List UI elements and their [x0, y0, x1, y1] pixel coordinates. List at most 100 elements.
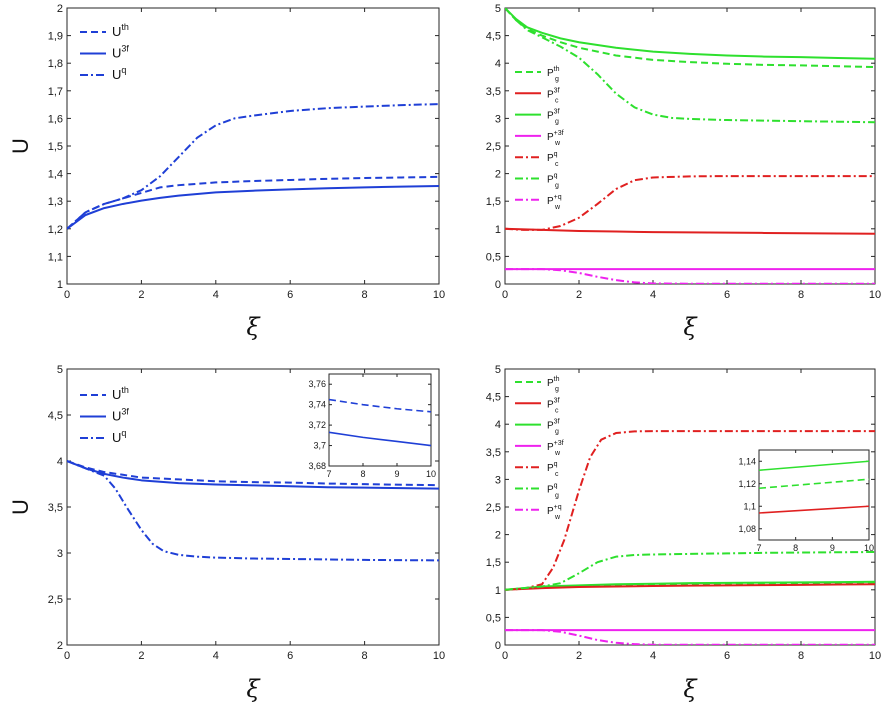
bl-xtick-label: 8 [362, 650, 368, 662]
br-inset-frame [758, 449, 870, 541]
bl-inset-xtick-label: 7 [326, 469, 331, 479]
bl-series-u-th [67, 460, 439, 487]
tl-y-axis-label: U [8, 138, 33, 154]
br-xtick-label: 6 [724, 650, 730, 662]
tl-legend: Uth U3f Uq [80, 22, 129, 82]
tr-legend-label: Pth g [547, 66, 560, 83]
bl-ytick-label: 5 [57, 364, 63, 376]
chart-br: 0 2 4 6 8 10 0 0,5 1 1,5 2 2,5 3 3,5 4 4,5 5 ξ Pth g P3f c P3f… [486, 364, 881, 703]
br-xtick-label: 8 [798, 650, 804, 662]
bl-plot-area [67, 460, 439, 562]
tr-series-p-g-3f [505, 8, 875, 60]
tl-ytick-label: 1,5 [48, 141, 63, 153]
br-xtick-label: 10 [869, 650, 881, 662]
bl-xtick-label: 0 [64, 650, 70, 662]
bl-legend-label: Uth [112, 385, 129, 402]
tr-ytick-label: 5 [495, 3, 501, 15]
tr-ytick-label: 2 [495, 169, 501, 181]
chart-tr: 0 2 4 6 8 10 0 0,5 1 1,5 2 2,5 3 3,5 4 4,5 5 ξ Pth g P3f c P3f… [486, 3, 881, 341]
br-plot-area [505, 430, 875, 645]
tr-plot-area [505, 8, 875, 284]
tl-x-axis-label: ξ [246, 313, 261, 341]
tr-ytick-label: 3,5 [486, 86, 501, 98]
tr-xtick-label: 0 [502, 289, 508, 301]
bl-legend: Uth U3f Uq [80, 385, 129, 445]
tl-series-u-3f [67, 185, 439, 230]
bl-series-u-3f [67, 460, 439, 490]
tr-legend: Pth g P3f c P3f g P+3f w Pq c Pq g P+q w [515, 66, 564, 211]
tr-frame [504, 7, 876, 285]
tr-ytick-label: 1 [495, 224, 501, 236]
br-ytick-label: 0,5 [486, 612, 501, 624]
br-inset-xtick-label: 10 [864, 543, 874, 553]
br-ytick-label: 0 [495, 640, 501, 652]
br-inset-plot-area [759, 460, 869, 514]
br-ytick-label: 3,5 [486, 447, 501, 459]
bl-xtick-label: 10 [433, 650, 445, 662]
tl-xtick-label: 10 [433, 289, 445, 301]
br-xtick-label: 4 [650, 650, 656, 662]
bl-inset-series-u-th [329, 398, 431, 413]
br-inset-xtick-label: 7 [756, 543, 761, 553]
bl-inset-ytick-label: 3,68 [308, 461, 326, 471]
tl-xtick-label: 2 [138, 289, 144, 301]
bl-inset-ytick-label: 3,74 [308, 400, 326, 410]
tl-ytick-label: 1,8 [48, 58, 63, 70]
tr-series-p-g-q [505, 8, 875, 124]
tr-legend-label: P+3f w [547, 130, 564, 147]
tr-xtick-label: 8 [798, 289, 804, 301]
br-legend-label: Pq g [547, 483, 559, 500]
br-legend: Pth g P3f c P3f g P+3f w Pq c Pq g P+q w [515, 376, 564, 521]
bl-xtick-label: 2 [138, 650, 144, 662]
bl-inset-frame [328, 373, 432, 467]
br-inset-ytick-label: 1,14 [738, 456, 756, 466]
tr-series-p-w-q [505, 268, 875, 284]
br-inset-xtick-label: 9 [830, 543, 835, 553]
tl-legend-label: Uq [112, 65, 126, 82]
bl-inset-ytick-label: 3,72 [308, 420, 326, 430]
br-legend-label: P3f g [547, 419, 560, 436]
tl-ytick-label: 1,9 [48, 31, 63, 43]
bl-inset-plot-area [329, 398, 431, 447]
br-inset-series-p-c-3f [759, 505, 869, 514]
bl-ytick-label: 2 [57, 640, 63, 652]
br-inset-ytick-label: 1,1 [743, 501, 756, 511]
bl-inset: 7 8 9 10 3,68 3,7 3,72 3,74 3,76 [308, 373, 436, 479]
br-ytick-label: 2 [495, 530, 501, 542]
tr-xtick-label: 10 [869, 289, 881, 301]
tr-xtick-label: 6 [724, 289, 730, 301]
tl-xtick-label: 0 [64, 289, 70, 301]
bl-x-axis-label: ξ [246, 675, 261, 703]
tr-ytick-label: 2,5 [486, 141, 501, 153]
tl-legend-label: U3f [112, 44, 129, 61]
tr-series-p-g-th [505, 8, 875, 69]
tl-ytick-label: 1,1 [48, 251, 63, 263]
tl-xtick-label: 4 [213, 289, 219, 301]
bl-series-u-q [67, 460, 439, 562]
br-series-p-g-3f [505, 580, 875, 591]
bl-xtick-label: 4 [213, 650, 219, 662]
bl-inset-xtick-label: 9 [394, 469, 399, 479]
br-ytick-label: 4 [495, 419, 501, 431]
br-ytick-label: 1 [495, 585, 501, 597]
tr-legend-label: P3f g [547, 109, 560, 126]
bl-inset-xtick-label: 8 [360, 469, 365, 479]
tr-ytick-label: 4,5 [486, 31, 501, 43]
br-ytick-label: 4,5 [486, 392, 501, 404]
bl-ytick-label: 4,5 [48, 410, 63, 422]
bl-inset-ytick-label: 3,76 [308, 379, 326, 389]
tl-ytick-label: 1 [57, 279, 63, 291]
br-inset-ytick-label: 1,12 [738, 479, 756, 489]
br-series-p-c-3f [505, 583, 875, 591]
tl-plot-area [67, 103, 439, 230]
bl-ytick-label: 4 [57, 456, 63, 468]
tl-ytick-label: 1,6 [48, 113, 63, 125]
br-series-p-w-q [505, 629, 875, 645]
tl-ytick-label: 1,2 [48, 224, 63, 236]
br-legend-label: Pq c [547, 461, 559, 478]
br-ytick-label: 1,5 [486, 557, 501, 569]
br-inset-ytick-label: 1,08 [738, 524, 756, 534]
br-inset-series-p-g-th [759, 478, 869, 490]
br-xtick-label: 2 [576, 650, 582, 662]
